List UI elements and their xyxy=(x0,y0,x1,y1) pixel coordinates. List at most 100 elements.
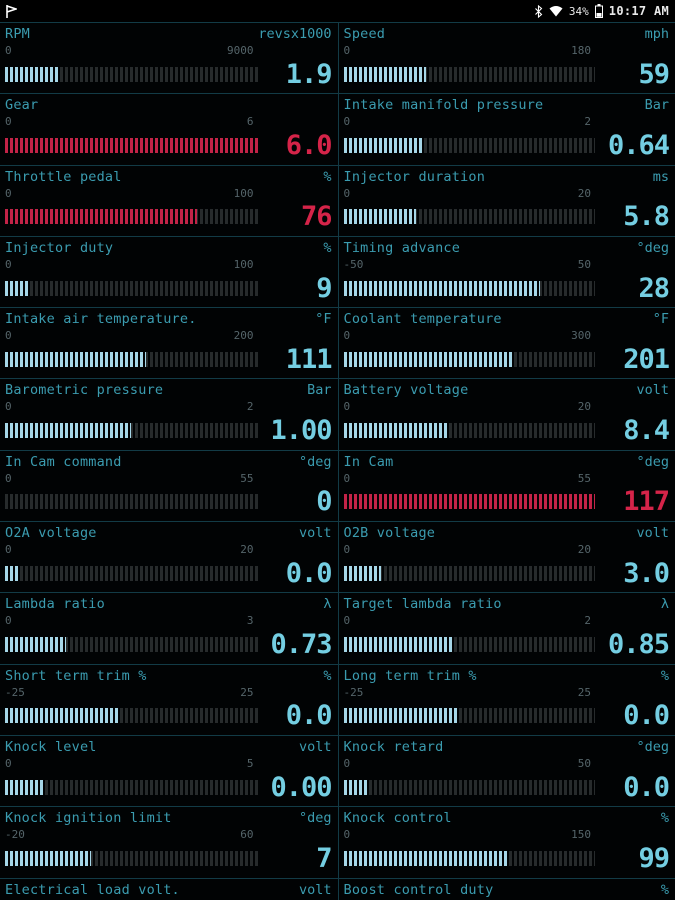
gauge-head: Coolant temperature °F xyxy=(344,311,670,329)
gauge-intake-manifold-pressure[interactable]: Intake manifold pressure Bar 0 2 0.64 xyxy=(337,93,675,165)
battery-percent: 34% xyxy=(568,4,589,18)
gauge-meter: 111 xyxy=(5,342,333,376)
gauge-scale-max: 9000 xyxy=(227,44,254,57)
gauge-scale: 0 150 xyxy=(344,828,592,841)
gauge-unit: % xyxy=(323,667,332,684)
gauge-bar-fill xyxy=(5,423,132,439)
gauge-head: In Cam °deg xyxy=(344,454,670,472)
gauge-knock-ignition-limit[interactable]: Knock ignition limit °deg -20 60 7 xyxy=(0,806,338,877)
gauge-scale-max: 2 xyxy=(584,115,591,129)
gauge-meter: 9 xyxy=(5,271,333,305)
gauge-bar-fill xyxy=(343,850,510,866)
gauge-meter: 0.64 xyxy=(343,128,670,162)
gauge-unit: Bar xyxy=(644,97,669,114)
gauge-head: Long term trim %% xyxy=(344,668,670,686)
gauge-bar xyxy=(343,708,595,724)
gauge-head: Electrical load volt. volt xyxy=(5,882,332,900)
gauge-bar xyxy=(343,494,595,510)
gauge-meter: 6.0 xyxy=(5,128,333,162)
gauge-unit: ms xyxy=(652,168,669,185)
gauge-long-term-trim[interactable]: Long term trim %% -25 25 0.0 xyxy=(337,663,675,735)
gauge-unit: °deg xyxy=(636,738,669,755)
gauge-value: 0.64 xyxy=(607,129,670,161)
gauge-value: 0.0 xyxy=(285,557,333,589)
gauge-meter: 1.00 xyxy=(5,413,333,447)
gauge-timing-advance[interactable]: Timing advance °deg -50 50 28 xyxy=(337,235,675,308)
gauge-value: 0.0 xyxy=(623,700,670,732)
gauge-bar xyxy=(5,637,258,653)
gauge-meter: 0.0 xyxy=(5,699,333,733)
gauge-meter: 0.0 xyxy=(343,770,670,804)
gauge-value: 28 xyxy=(638,272,670,304)
gauge-scale-min: 0 xyxy=(5,614,12,628)
gauge-knock-level[interactable]: Knock level volt 0 5 0.00 xyxy=(0,734,338,806)
gauge-title: Gear xyxy=(5,97,39,114)
gauge-meter: 201 xyxy=(343,342,670,376)
gauge-injector-duty[interactable]: Injector duty% 0 100 9 xyxy=(0,235,338,307)
gauge-bar xyxy=(343,779,595,795)
gauge-meter: 59 xyxy=(343,57,670,91)
gauge-electrical-load-volt[interactable]: Electrical load volt. volt xyxy=(0,877,338,900)
gauge-knock-control[interactable]: Knock control% 0 150 99 xyxy=(337,806,675,878)
gauge-short-term-trim[interactable]: Short term trim %% -25 25 0.0 xyxy=(0,663,338,735)
gauge-bar xyxy=(343,351,595,367)
gauge-value: 117 xyxy=(623,486,670,518)
gauge-coolant-temperature[interactable]: Coolant temperature °F 0 300 201 xyxy=(337,307,675,379)
gauge-head: Boost control duty% xyxy=(344,882,670,900)
gauge-scale-max: 55 xyxy=(240,471,254,485)
gauge-unit: °deg xyxy=(636,453,669,470)
gauge-head: In Cam command °deg xyxy=(5,454,332,472)
gauge-value: 111 xyxy=(285,343,333,375)
gauge-head: Lambda ratio λ xyxy=(5,596,332,614)
gauge-bar-fill xyxy=(5,280,28,296)
gauge-scale-min: -25 xyxy=(5,685,25,699)
gauge-unit: volt xyxy=(636,382,669,399)
gauge-meter: 5.8 xyxy=(343,200,670,234)
gauge-in-cam-command[interactable]: In Cam command °deg 0 55 0 xyxy=(0,449,338,521)
gauge-bar xyxy=(5,423,258,439)
gauge-barometric-pressure[interactable]: Barometric pressure Bar 0 2 1.00 xyxy=(0,378,338,449)
bluetooth-icon xyxy=(534,4,543,18)
gauge-head: Throttle pedal% xyxy=(5,169,332,187)
gauge-throttle-pedal[interactable]: Throttle pedal% 0 100 76 xyxy=(0,164,338,236)
gauge-bar-fill xyxy=(343,565,382,581)
gauge-scale-min: 0 xyxy=(5,257,12,271)
gauge-scale: 0 300 xyxy=(344,329,592,342)
gauge-bar xyxy=(5,280,258,296)
gauge-unit: °F xyxy=(652,311,669,328)
gauge-head: Target lambda ratio λ xyxy=(344,596,670,614)
gauge-head: RPM revsx1000 xyxy=(5,26,332,44)
gauge-speed[interactable]: Speed mph 0 180 59 xyxy=(337,22,675,94)
gauge-value: 0.0 xyxy=(623,771,670,803)
gauge-target-lambda-ratio[interactable]: Target lambda ratio λ 0 2 0.85 xyxy=(337,592,675,664)
gauge-value: 6.0 xyxy=(285,129,333,161)
gauge-value: 0.0 xyxy=(285,700,333,732)
gauge-scale-min: 0 xyxy=(343,471,351,485)
gauge-meter: 8.4 xyxy=(343,413,670,447)
gauge-bar xyxy=(5,209,258,225)
gauge-bar-fill xyxy=(343,637,452,653)
gauge-unit: volt xyxy=(298,525,332,542)
gauge-scale: 0 55 xyxy=(5,472,254,485)
gauge-head: Knock control% xyxy=(344,810,670,828)
gauge-unit: mph xyxy=(644,26,669,42)
gauge-bar xyxy=(5,565,258,581)
gauge-o2a-voltage[interactable]: O2A voltage volt 0 20 0.0 xyxy=(0,521,338,592)
gauge-intake-air-temperature[interactable]: Intake air temperature. °F 0 200 111 xyxy=(0,307,338,378)
gauge-scale: -25 25 xyxy=(5,686,254,699)
gauge-injector-duration[interactable]: Injector duration ms 0 20 5.8 xyxy=(337,164,675,236)
gauge-gear[interactable]: Gear 0 6 6.0 xyxy=(0,93,338,164)
gauge-battery-voltage[interactable]: Battery voltage volt 0 20 8.4 xyxy=(337,378,675,450)
gauge-scale-max: 150 xyxy=(571,828,591,842)
gauge-rpm[interactable]: RPM revsx1000 0 9000 1.9 xyxy=(0,22,338,93)
gauge-scale-max: 100 xyxy=(233,186,254,200)
gauge-lambda-ratio[interactable]: Lambda ratio λ 0 3 0.73 xyxy=(0,592,338,663)
gauge-boost-control-duty[interactable]: Boost control duty% xyxy=(337,877,675,900)
gauge-knock-retard[interactable]: Knock retard °deg 0 50 0.0 xyxy=(337,734,675,807)
gauge-in-cam[interactable]: In Cam °deg 0 55 117 xyxy=(337,449,675,522)
gauge-scale: 0 9000 xyxy=(5,44,254,57)
gauge-bar-fill xyxy=(5,137,258,153)
gauge-o2b-voltage[interactable]: O2B voltage volt 0 20 3.0 xyxy=(337,521,675,593)
